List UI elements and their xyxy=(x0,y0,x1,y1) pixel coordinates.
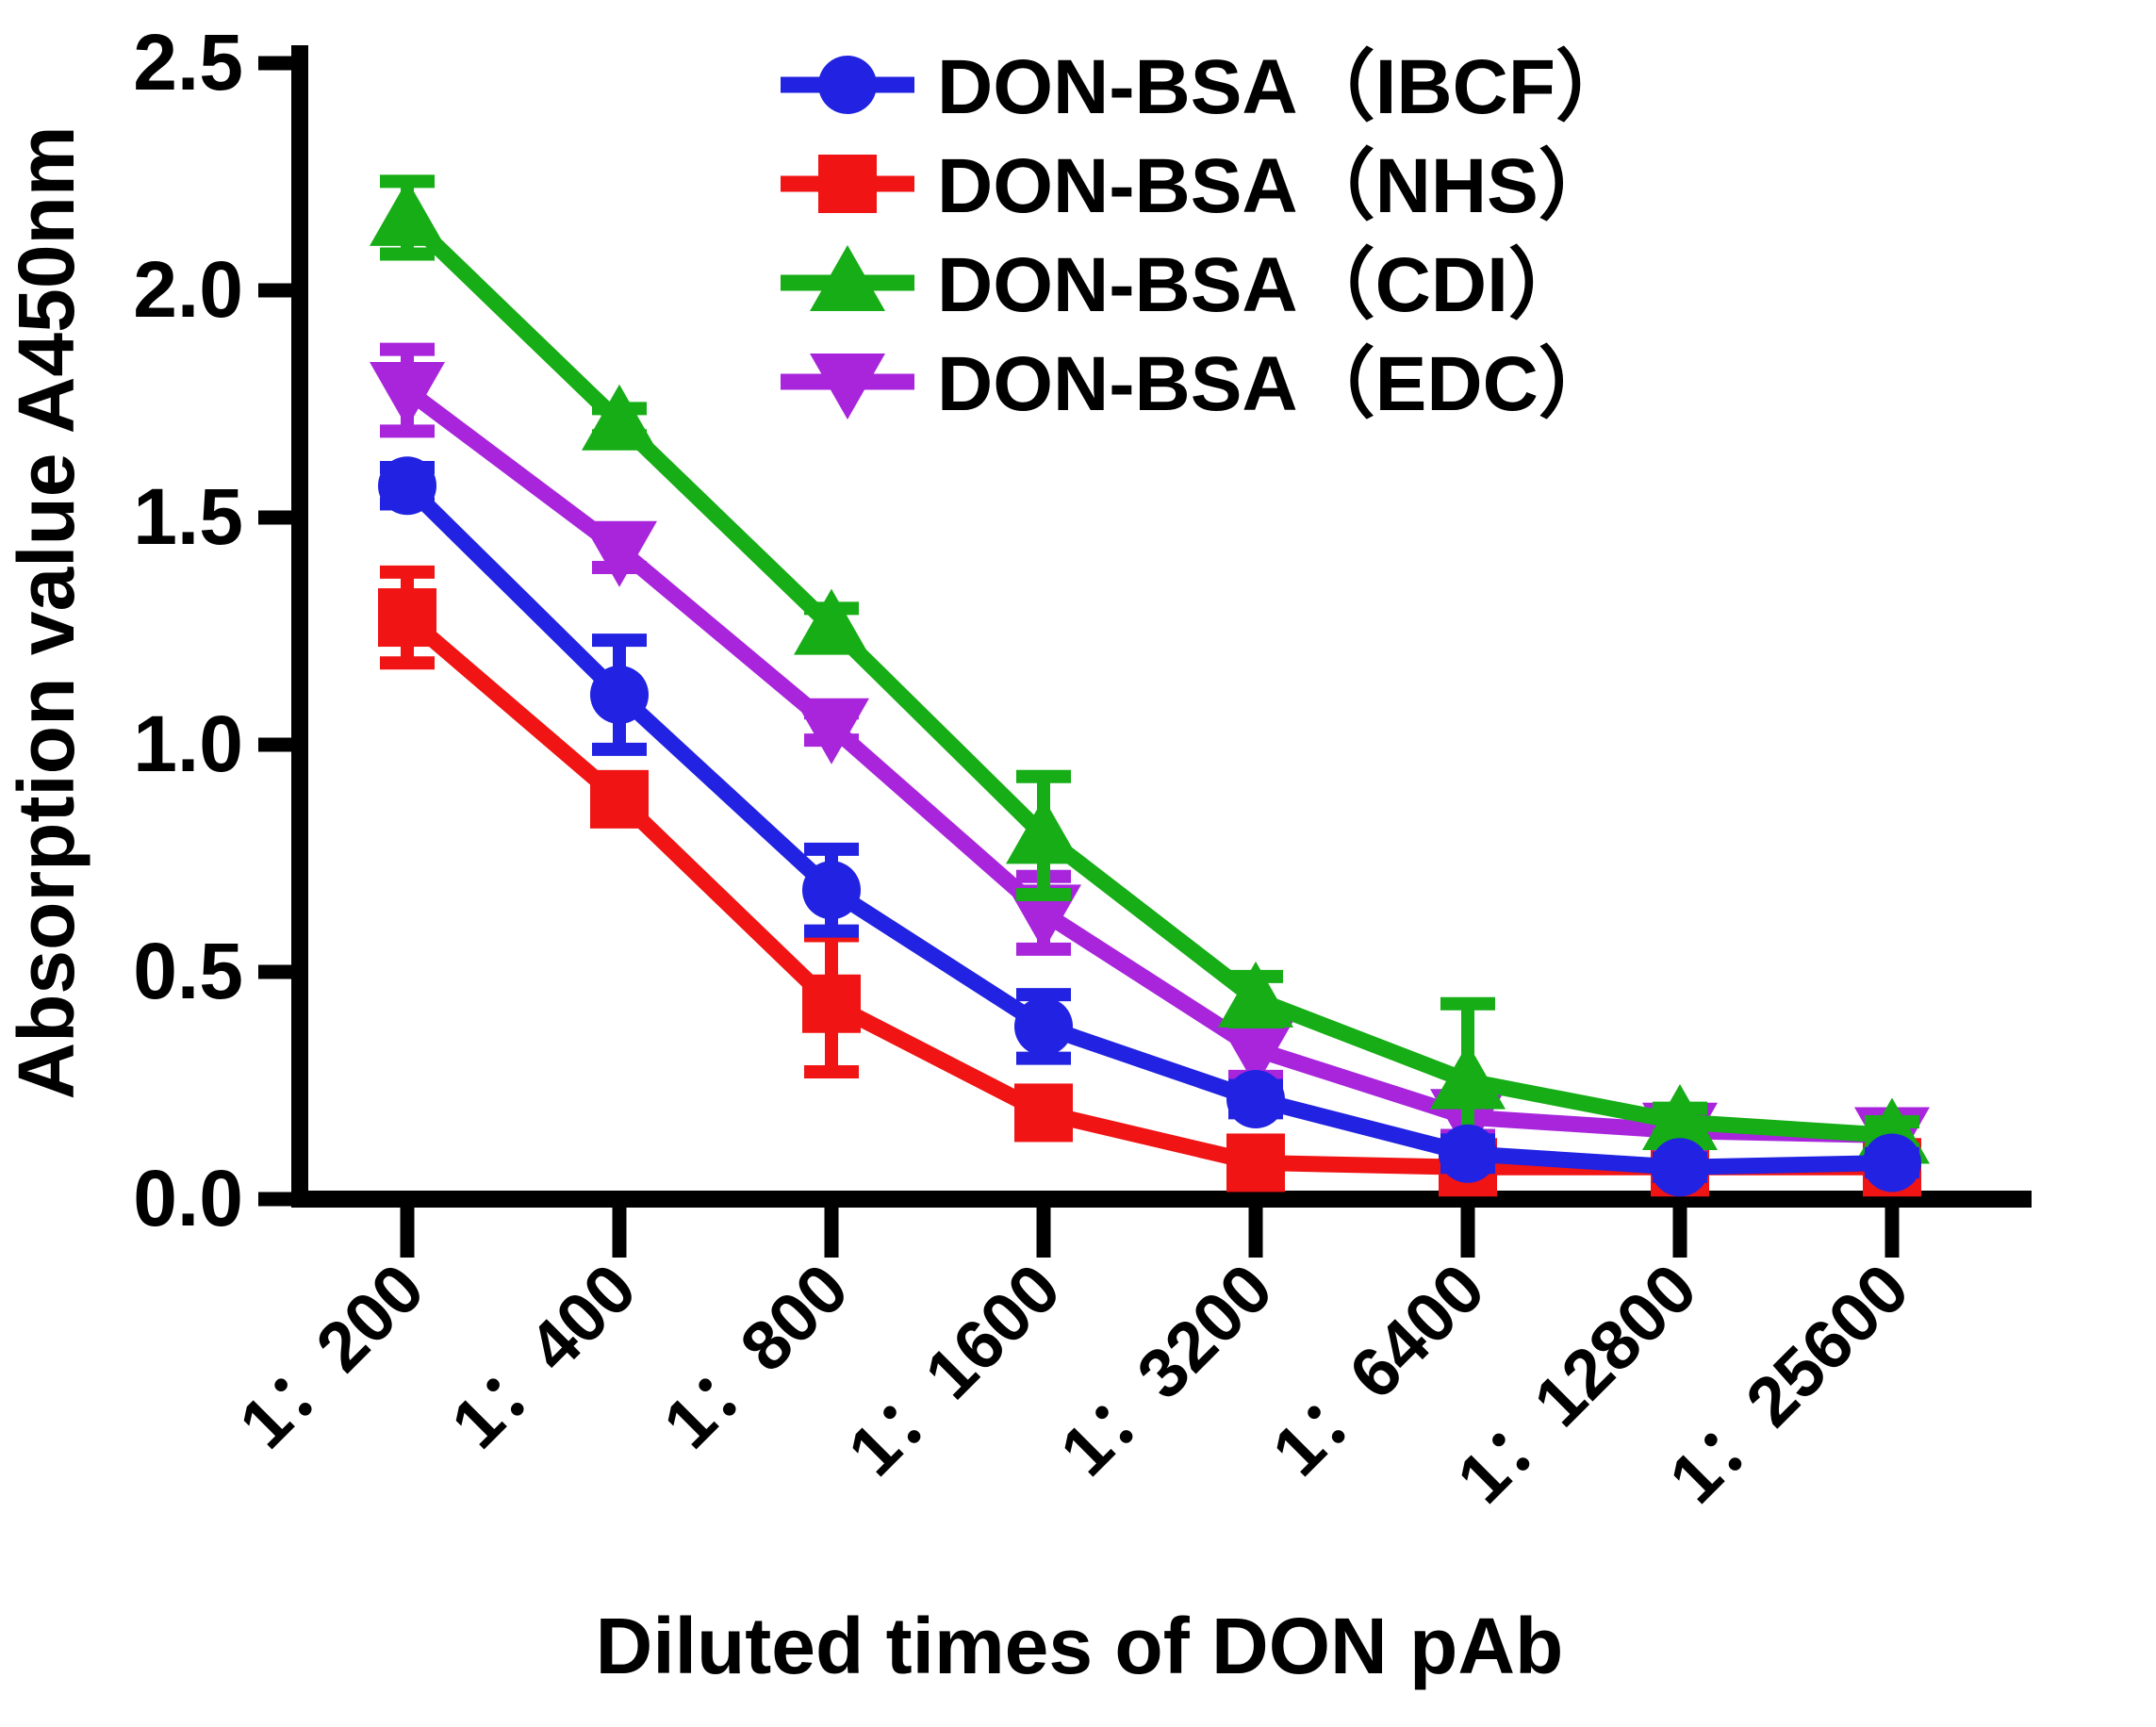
y-tick-label: 2.0 xyxy=(133,245,243,334)
series-line xyxy=(402,384,1893,1144)
y-tick-label: 0.5 xyxy=(133,927,243,1015)
data-point-marker xyxy=(1430,1043,1506,1110)
data-point-marker xyxy=(1014,996,1073,1056)
x-tick-label: 1：3200 xyxy=(1045,1249,1288,1491)
series-don-bsa-ibcf xyxy=(378,456,1921,1197)
series-don-bsa-edc xyxy=(370,342,1930,1174)
legend: DON-BSA（IBCF） DON-BSA（NHS） DON-BSA（CDI） DON… xyxy=(781,44,1633,427)
legend-marker-triangle-up xyxy=(810,245,885,311)
data-point-marker xyxy=(1014,1083,1073,1143)
data-point-marker xyxy=(590,769,649,829)
series-don-bsa-cdi xyxy=(370,174,1930,1165)
data-point-marker xyxy=(802,974,861,1033)
data-point-marker xyxy=(1006,798,1081,864)
data-point-marker xyxy=(370,362,445,429)
legend-item-don-bsa-ibcf: DON-BSA（IBCF） xyxy=(781,44,1633,130)
legend-label: DON-BSA（EDC） xyxy=(937,341,1616,427)
y-tick-label: 0.0 xyxy=(133,1154,243,1242)
data-point-marker xyxy=(1439,1124,1497,1183)
data-point-marker xyxy=(582,384,657,451)
data-point-marker xyxy=(378,456,436,516)
legend-item-don-bsa-cdi: DON-BSA（CDI） xyxy=(781,242,1586,328)
x-tick-label: 1：200 xyxy=(224,1249,438,1463)
x-tick-label: 1：800 xyxy=(649,1249,863,1463)
y-tick-label: 1.0 xyxy=(133,699,243,788)
y-axis-title: Absorption value A450nm xyxy=(2,125,91,1099)
legend-item-don-bsa-nhs: DON-BSA（NHS） xyxy=(781,143,1616,229)
data-point-marker xyxy=(582,520,657,587)
y-tick-label: 2.5 xyxy=(133,18,243,107)
data-point-marker xyxy=(1226,1133,1285,1192)
legend-label: DON-BSA（CDI） xyxy=(937,242,1586,328)
legend-marker-circle xyxy=(818,56,877,114)
plot-area xyxy=(370,174,1930,1197)
x-tick-label: 1：400 xyxy=(436,1249,650,1463)
y-tick-label: 1.5 xyxy=(133,472,243,561)
data-point-marker xyxy=(378,588,436,648)
data-point-marker xyxy=(1218,1020,1293,1087)
legend-marker-square xyxy=(818,155,877,213)
data-point-marker xyxy=(1651,1138,1709,1197)
x-axis-title: Diluted times of DON pAb xyxy=(596,1602,1564,1690)
data-point-marker xyxy=(370,179,445,246)
data-point-marker xyxy=(802,861,861,920)
series-line xyxy=(402,480,1893,1176)
data-point-marker xyxy=(1863,1133,1921,1192)
data-point-marker xyxy=(1642,1084,1718,1151)
series-line xyxy=(402,211,1893,1144)
x-tick-label: 1：1600 xyxy=(833,1249,1076,1491)
data-point-marker xyxy=(794,698,869,765)
legend-label: DON-BSA（IBCF） xyxy=(937,44,1633,130)
data-point-marker xyxy=(590,665,649,724)
legend-item-don-bsa-edc: DON-BSA（EDC） xyxy=(781,341,1616,427)
data-point-marker xyxy=(794,588,869,655)
data-point-marker xyxy=(1218,961,1293,1028)
legend-marker-triangle-down xyxy=(810,354,885,419)
data-point-marker xyxy=(1226,1069,1285,1128)
legend-label: DON-BSA（NHS） xyxy=(937,143,1616,229)
